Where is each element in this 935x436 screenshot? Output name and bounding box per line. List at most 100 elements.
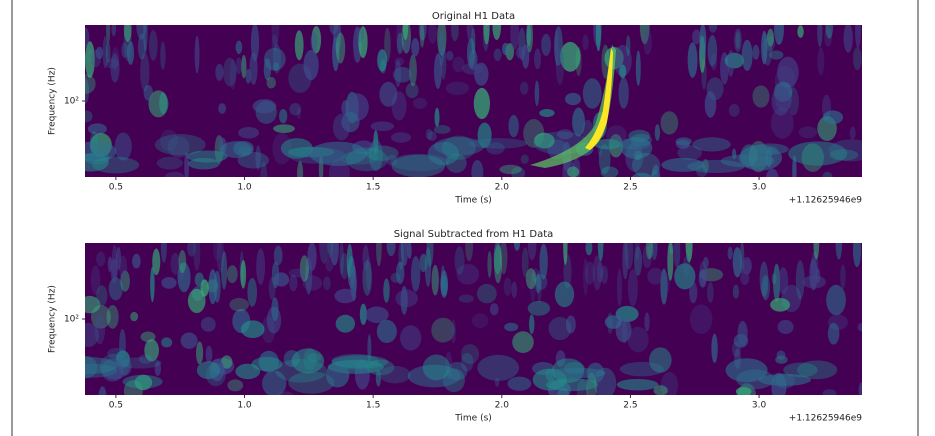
texture-blob <box>437 25 447 56</box>
texture-blob <box>710 53 717 71</box>
texture-blob <box>187 243 196 257</box>
texture-blob <box>379 365 411 384</box>
texture-blob <box>422 354 451 381</box>
texture-blob <box>346 243 353 279</box>
chart-title: Signal Subtracted from H1 Data <box>394 229 554 240</box>
texture-blob <box>419 253 428 272</box>
texture-blob <box>649 347 672 373</box>
texture-blob <box>634 243 640 261</box>
texture-blob <box>445 153 467 173</box>
texture-blob <box>334 288 357 304</box>
texture-blob <box>288 371 335 394</box>
x-axis-label: Time (s) <box>454 196 492 206</box>
texture-blob <box>161 276 177 289</box>
texture-blob <box>196 341 204 365</box>
texture-blob <box>535 273 542 294</box>
texture-blob <box>307 243 317 272</box>
texture-blob <box>434 53 442 89</box>
x-tick-label: 2.0 <box>495 401 510 411</box>
texture-blob <box>727 49 734 77</box>
x-offset-label: +1.12625946e9 <box>789 414 862 424</box>
texture-blob <box>273 124 295 133</box>
texture-blob <box>735 31 741 50</box>
texture-blob <box>396 25 403 55</box>
texture-blob <box>735 386 752 395</box>
texture-blob <box>584 261 596 285</box>
texture-blob <box>90 305 111 329</box>
texture-blob <box>85 152 110 165</box>
texture-blob <box>164 171 185 177</box>
texture-blob <box>220 355 233 369</box>
texture-blob <box>601 44 610 79</box>
texture-blob <box>101 358 124 382</box>
texture-blob <box>356 27 365 43</box>
x-tick-label: 2.5 <box>623 183 637 193</box>
texture-blob <box>329 25 339 35</box>
texture-blob <box>294 30 304 61</box>
x-tick-label: 0.5 <box>109 401 123 411</box>
texture-blob <box>692 137 731 152</box>
texture-blob <box>585 243 593 256</box>
texture-blob <box>332 113 351 141</box>
texture-blob <box>758 373 811 386</box>
texture-blob <box>651 164 661 177</box>
texture-blob <box>822 110 844 125</box>
texture-blob <box>687 42 698 78</box>
texture-blob <box>238 126 260 139</box>
x-tick-label: 1.0 <box>237 401 252 411</box>
texture-blob <box>840 264 846 289</box>
texture-blob <box>560 41 581 72</box>
texture-blob <box>473 87 491 120</box>
texture-blob <box>440 265 445 289</box>
texture-blob <box>92 156 140 174</box>
texture-blob <box>319 243 329 264</box>
texture-blob <box>180 332 198 349</box>
texture-blob <box>770 107 794 139</box>
y-axis-label: Frequency (Hz) <box>48 67 58 135</box>
texture-blob <box>736 369 774 390</box>
texture-blob <box>85 41 95 78</box>
texture-blob <box>675 137 692 146</box>
texture-blob <box>627 268 638 307</box>
texture-blob <box>160 41 166 70</box>
texture-blob <box>223 57 237 87</box>
texture-blob <box>752 85 770 108</box>
texture-blob <box>335 32 346 64</box>
texture-blob <box>205 345 213 363</box>
texture-blob <box>370 121 395 131</box>
texture-blob <box>667 243 674 281</box>
texture-blob <box>428 25 437 44</box>
texture-blob <box>526 25 534 53</box>
texture-blob <box>616 378 659 391</box>
texture-blob <box>731 341 741 357</box>
texture-blob <box>196 361 221 380</box>
texture-blob <box>271 297 279 322</box>
texture-blob <box>631 152 661 177</box>
texture-blob <box>85 363 118 378</box>
texture-blob <box>271 34 278 53</box>
texture-blob <box>390 132 412 143</box>
texture-blob <box>440 45 447 80</box>
texture-blob <box>622 243 629 280</box>
texture-blob <box>765 168 779 177</box>
texture-blob <box>376 243 382 267</box>
texture-blob <box>511 281 518 299</box>
texture-blob <box>725 358 768 383</box>
texture-blob <box>572 107 585 137</box>
texture-blob <box>483 25 490 45</box>
texture-blob <box>698 268 707 288</box>
texture-blob <box>692 29 701 45</box>
texture-blob <box>594 138 622 150</box>
texture-blob <box>268 276 276 301</box>
texture-blob <box>367 334 372 363</box>
texture-blob <box>393 66 412 83</box>
texture-blob <box>280 138 313 159</box>
texture-blob <box>773 263 781 302</box>
texture-blob <box>250 25 260 62</box>
texture-blob <box>499 243 508 275</box>
texture-blob <box>291 348 325 374</box>
texture-blob <box>299 255 310 282</box>
texture-blob <box>187 150 228 163</box>
texture-blob <box>218 103 227 114</box>
texture-blob <box>817 25 823 48</box>
